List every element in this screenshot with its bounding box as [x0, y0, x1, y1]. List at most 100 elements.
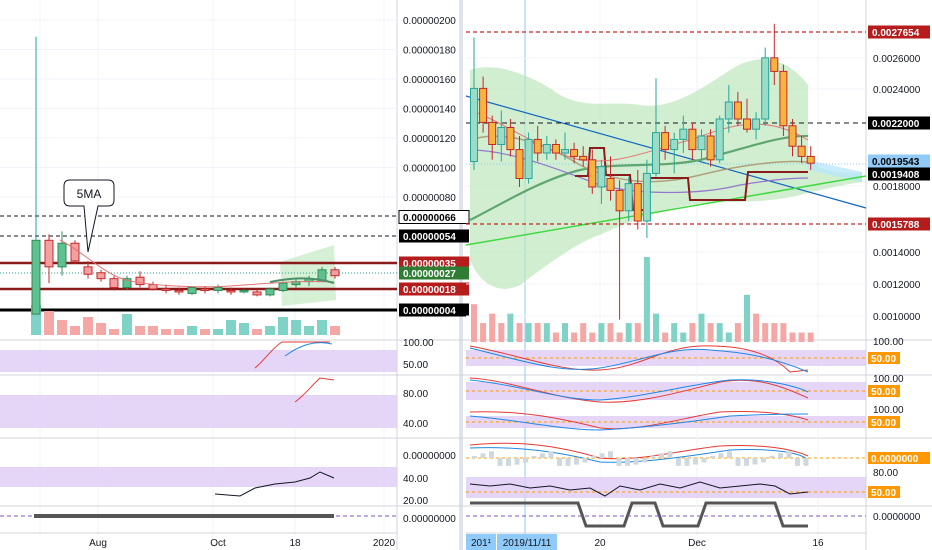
- left-volume-bar: [135, 326, 145, 335]
- right-time-label: 16: [812, 538, 824, 549]
- right-oscillators[interactable]: 100.00 50.00 100.00 50.00 100.00 50.00 0.00000…: [466, 337, 930, 528]
- right-osc-hist-bar: [540, 453, 545, 458]
- left-price-badges: 0.00000066 0.00000054 0.000000350.00000027…: [398, 210, 470, 317]
- right-osc-badge-bg: [868, 385, 900, 397]
- right-time-axis[interactable]: 201¹ 2019/11/11 20 Dec 16: [466, 532, 866, 550]
- right-volume-bar: [671, 323, 678, 342]
- left-green-cloud: [280, 245, 336, 306]
- left-candle-body: [200, 288, 210, 291]
- right-volume-bars: [471, 257, 814, 342]
- right-osc-hist-bar: [523, 458, 528, 463]
- right-candle-body: [551, 144, 560, 154]
- right-osc-badge-bg: [868, 416, 900, 428]
- right-candle-body: [724, 101, 733, 120]
- right-osc-hist-bar: [472, 456, 477, 458]
- right-osc-line: [469, 481, 809, 497]
- right-candle-body: [788, 125, 797, 147]
- left-candle-body: [148, 284, 158, 290]
- right-volume-bar: [534, 323, 541, 342]
- right-osc-hist-bar: [735, 458, 741, 466]
- left-candle-body: [330, 269, 340, 277]
- right-osc-hist-bar: [761, 458, 766, 463]
- left-oscillators[interactable]: 100.00 50.00 80.00 40.00 0.00000000 40.00 20.0…: [0, 338, 932, 525]
- right-volume-bar: [789, 332, 796, 342]
- left-time-axis[interactable]: Aug Oct 18 2020: [0, 532, 397, 549]
- right-price-label: 0.0018000: [873, 182, 921, 193]
- right-volume-bar: [552, 332, 559, 342]
- left-volume-bar: [226, 320, 236, 335]
- right-price-badge: 0.0019543: [872, 157, 920, 168]
- left-volume-bar: [317, 320, 327, 335]
- right-volume-bar: [734, 323, 741, 342]
- left-volume-bar: [304, 326, 314, 335]
- right-osc-hist-bar: [548, 451, 554, 458]
- right-time-label: 2019/11/11: [503, 538, 552, 549]
- right-volume-bar: [616, 332, 623, 342]
- right-volume-bar: [607, 323, 614, 342]
- right-volume-bar: [498, 323, 505, 342]
- right-volume-bar: [516, 323, 523, 342]
- right-osc-hist-bar: [701, 458, 707, 463]
- left-osc-band: [0, 395, 397, 428]
- left-price-axis[interactable]: 0.00000200 0.00000180 0.00000160 0.00000140…: [403, 16, 456, 204]
- right-osc-hist-bar: [778, 453, 783, 458]
- right-price-label: 0.0024000: [873, 85, 921, 96]
- right-chart[interactable]: 0.0026000 0.0024000 0.0018000 0.0014000 0.00…: [465, 0, 930, 550]
- right-time-label: 20: [594, 538, 606, 549]
- right-candles: [470, 23, 815, 320]
- left-volume-bar: [109, 329, 119, 335]
- right-price-badge: 0.0019408: [872, 170, 920, 181]
- right-volume-bar: [525, 323, 532, 342]
- right-osc-hist-bar: [642, 458, 647, 463]
- right-price-badge-bg: [868, 167, 930, 181]
- left-price-badge: 0.00000027: [403, 269, 456, 280]
- right-price-badge: 0.0027654: [872, 28, 920, 39]
- left-price-badge: 0.00000054: [403, 232, 456, 243]
- right-candle-body: [761, 57, 770, 120]
- left-osc-label: 40.00: [403, 419, 428, 430]
- left-volume-bar: [265, 326, 275, 335]
- right-volume-bar: [725, 332, 732, 342]
- right-candle-body: [779, 70, 788, 127]
- right-ma-green: [469, 134, 809, 221]
- left-volume-bar: [70, 326, 80, 335]
- left-osc-label: 80.00: [403, 389, 428, 400]
- left-candle-body: [135, 276, 145, 286]
- right-osc-badge-bg: [868, 452, 930, 464]
- right-osc-hist-bar: [497, 458, 503, 466]
- right-price-badge: 0.0022000: [872, 119, 920, 130]
- right-candle-body: [497, 127, 506, 145]
- right-osc-band: [466, 477, 866, 498]
- left-price-badge-bg: [398, 210, 470, 224]
- right-candle-body: [661, 132, 670, 151]
- callout-text: 5MA: [77, 187, 102, 201]
- right-volume-bar: [780, 323, 787, 342]
- right-volume-bar: [489, 313, 496, 342]
- right-osc-hist-bar: [616, 458, 622, 466]
- right-price-axis[interactable]: 0.0026000 0.0024000 0.0018000 0.0014000 0.00…: [873, 54, 921, 323]
- right-osc-label: 50.00: [871, 488, 896, 499]
- left-time-label: Aug: [89, 538, 107, 549]
- right-osc-label: 0.0000000: [871, 454, 919, 465]
- right-volume-bar: [580, 323, 587, 342]
- right-osc-label: 100.00: [873, 405, 904, 416]
- right-candle-body: [606, 178, 615, 191]
- left-candle-body: [96, 272, 106, 280]
- right-osc-hist-bar: [599, 453, 605, 458]
- right-candle-body: [733, 101, 742, 120]
- right-price-badge-bg: [868, 116, 930, 130]
- right-volume-bar: [571, 332, 578, 342]
- right-ma-tan: [469, 135, 809, 183]
- right-volume-bar: [625, 323, 632, 342]
- left-volume-bar: [122, 314, 132, 335]
- right-candle-body: [615, 189, 624, 212]
- right-osc-hist-bar: [591, 455, 596, 458]
- right-osc-line: [469, 442, 809, 460]
- right-price-badge-bg: [868, 217, 930, 231]
- left-volume-bar: [96, 323, 106, 335]
- right-osc-hist-bar: [744, 458, 749, 466]
- right-candle-body: [679, 128, 688, 140]
